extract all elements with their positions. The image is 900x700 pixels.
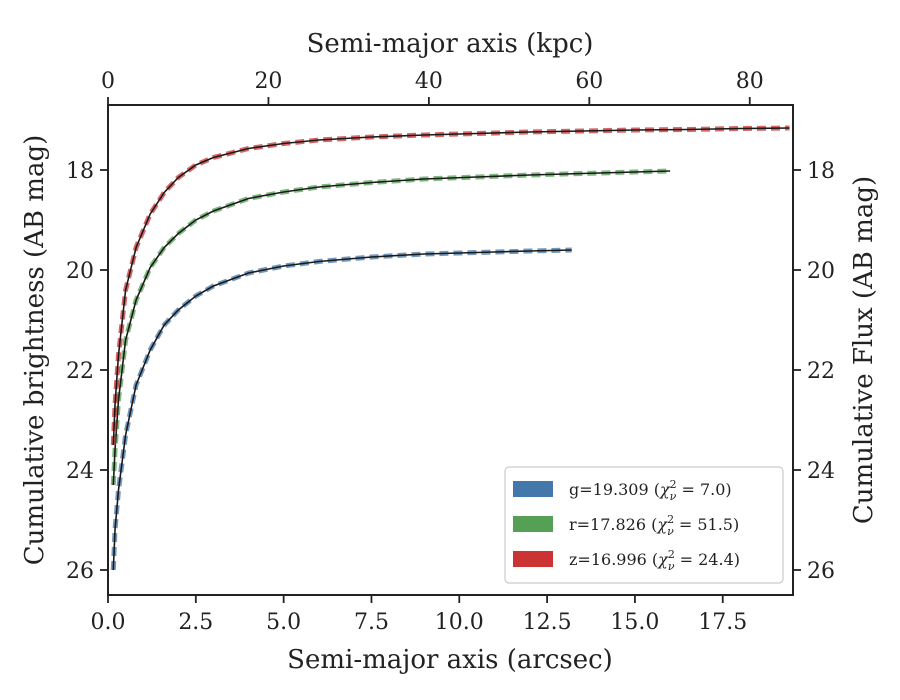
legend-swatch xyxy=(513,516,553,532)
series-layer xyxy=(110,125,790,571)
x-top-tick-label: 20 xyxy=(254,69,282,94)
y-right-tick-label: 22 xyxy=(807,359,835,384)
legend-box xyxy=(504,466,784,584)
x-axis-top-title: Semi-major axis (kpc) xyxy=(307,29,594,59)
y-left-tick-label: 26 xyxy=(66,559,94,584)
y-left-tick-label: 24 xyxy=(66,459,94,484)
y-right-tick-label: 18 xyxy=(807,159,835,184)
legend: g=19.309 (χ2 ν = 7.0) r=17.826 (χ2 ν = 51.5… xyxy=(504,466,784,584)
y-axis-left-ticks: 18 20 22 24 26 xyxy=(66,159,108,584)
legend-swatch xyxy=(513,481,553,497)
legend-label: z=16.996 (χ2 ν = 24.4) xyxy=(569,548,740,573)
x-axis-bottom-title: Semi-major axis (arcsec) xyxy=(287,645,613,675)
y-right-tick-label: 24 xyxy=(807,459,835,484)
y-axis-right-ticks: 18 20 22 24 26 xyxy=(793,159,835,584)
series-0-model-line xyxy=(110,247,572,571)
y-left-tick-label: 18 xyxy=(66,159,94,184)
x-bottom-tick-label: 17.5 xyxy=(698,610,747,635)
y-left-tick-label: 22 xyxy=(66,359,94,384)
x-bottom-tick-label: 12.5 xyxy=(523,610,572,635)
x-top-tick-label: 60 xyxy=(575,69,603,94)
plot-frame xyxy=(107,104,794,596)
x-axis-top-ticks: 0 20 40 60 80 xyxy=(101,69,764,105)
y-right-tick-label: 26 xyxy=(807,559,835,584)
y-left-tick-label: 20 xyxy=(66,259,94,284)
legend-label: g=19.309 (χ2 ν = 7.0) xyxy=(569,478,732,503)
legend-label: r=17.826 (χ2 ν = 51.5) xyxy=(569,513,739,538)
x-bottom-tick-label: 0.0 xyxy=(91,610,126,635)
series-2-data-line xyxy=(112,127,790,446)
legend-swatch xyxy=(513,551,553,567)
y-axis-left-title: Cumulative brightness (AB mag) xyxy=(20,135,50,566)
x-bottom-tick-label: 10.0 xyxy=(435,610,484,635)
x-bottom-tick-label: 7.5 xyxy=(354,610,389,635)
x-bottom-tick-label: 2.5 xyxy=(178,610,213,635)
x-top-tick-label: 40 xyxy=(415,69,443,94)
x-bottom-tick-label: 15.0 xyxy=(610,610,659,635)
y-axis-right-title: Cumulative Flux (AB mag) xyxy=(849,176,879,524)
series-1-model-line xyxy=(110,168,671,486)
y-right-tick-label: 20 xyxy=(807,259,835,284)
x-axis-bottom-ticks: 0.0 2.5 5.0 7.5 10.0 12.5 15.0 17.5 xyxy=(91,595,747,635)
x-top-tick-label: 0 xyxy=(101,69,115,94)
series-0-data-line xyxy=(112,249,572,571)
x-bottom-tick-label: 5.0 xyxy=(266,610,301,635)
series-1-data-line xyxy=(112,170,671,486)
x-top-tick-label: 80 xyxy=(736,69,764,94)
